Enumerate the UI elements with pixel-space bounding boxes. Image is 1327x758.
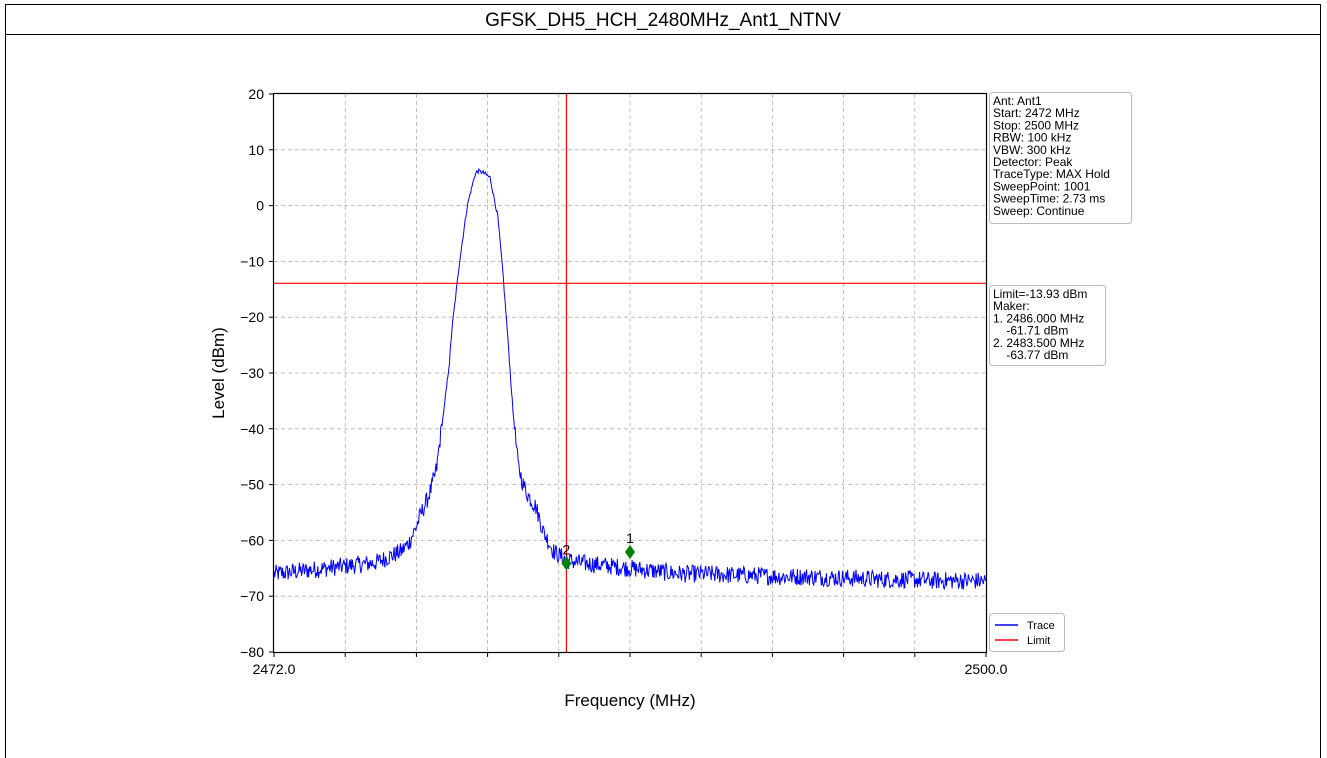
y-tick-label: 10 <box>248 142 264 158</box>
marker-1-point <box>625 544 635 559</box>
marker-info-line: Maker: <box>993 299 1030 313</box>
y-tick-label: −10 <box>240 253 264 269</box>
marker-info-line: -61.71 dBm <box>993 324 1068 338</box>
info-line: RBW: 100 kHz <box>993 131 1071 145</box>
marker-info-line: -63.77 dBm <box>993 348 1068 362</box>
marker-2-label: 2 <box>563 541 571 557</box>
marker-2-point <box>561 556 572 571</box>
y-axis-label: Level (dBm) <box>209 327 228 419</box>
marker-info-line: 2. 2483.500 MHz <box>993 336 1084 350</box>
legend-label-limit: Limit <box>1027 635 1050 647</box>
trace-line <box>273 167 987 591</box>
y-tick-label: 0 <box>256 198 264 214</box>
x-axis-label: Frequency (MHz) <box>564 691 695 710</box>
info-line: SweepTime: 2.73 ms <box>993 192 1105 206</box>
marker-info-line: Limit=-13.93 dBm <box>993 287 1087 301</box>
marker-box <box>989 285 1106 366</box>
y-tick-label: −40 <box>240 421 264 437</box>
chart-title: GFSK_DH5_HCH_2480MHz_Ant1_NTNV <box>485 10 841 31</box>
grid-lines <box>274 94 986 652</box>
page-frame <box>5 4 1321 758</box>
y-tick-label: −70 <box>240 588 264 604</box>
y-tick-label: 20 <box>248 86 264 102</box>
info-line: Sweep: Continue <box>993 204 1085 218</box>
legend: Trace Limit <box>995 620 1055 647</box>
info-line: Detector: Peak <box>993 155 1073 169</box>
info-line: Stop: 2500 MHz <box>993 118 1079 132</box>
y-tick-label: −60 <box>240 532 264 548</box>
info-line: Start: 2472 MHz <box>993 106 1080 120</box>
info-line: VBW: 300 kHz <box>993 143 1071 157</box>
info-box <box>989 92 1132 224</box>
y-tick-label: −30 <box>240 365 264 381</box>
y-tick-label: −80 <box>240 644 264 660</box>
x-tick-label: 2472.0 <box>253 661 296 677</box>
legend-label-trace: Trace <box>1027 620 1055 632</box>
x-tick-label: 2500.0 <box>965 661 1008 677</box>
marker-1-label: 1 <box>626 530 634 546</box>
info-line: Ant: Ant1 <box>993 94 1042 108</box>
info-line: SweepPoint: 1001 <box>993 179 1091 193</box>
marker-info-line: 1. 2486.000 MHz <box>993 311 1084 325</box>
info-line: TraceType: MAX Hold <box>993 167 1110 181</box>
legend-box <box>989 613 1065 652</box>
marker-layer: 12 <box>561 530 635 571</box>
y-tick-label: −50 <box>240 477 264 493</box>
y-tick-label: −20 <box>240 309 264 325</box>
